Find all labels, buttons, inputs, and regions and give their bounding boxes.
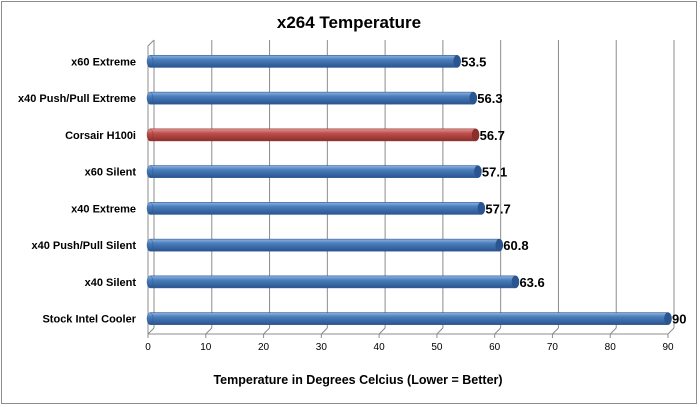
label-layer: 0 10 20 30 40 50 60 70 80 90 x60 Extreme 53.5 x40 Pu… xyxy=(18,54,686,353)
bar-end-cap xyxy=(471,128,480,142)
grid-layer xyxy=(147,39,675,338)
x-tick-label: 30 xyxy=(316,342,328,353)
bar-start-cap xyxy=(146,202,154,215)
bar-start-cap xyxy=(146,275,154,289)
bar-value-label: 60.8 xyxy=(503,238,528,253)
y-category-label: x40 Push/Pull Extreme xyxy=(18,93,136,105)
x-tick-label: 20 xyxy=(258,342,270,353)
bar-end-cap xyxy=(474,165,482,178)
y-category-label: x40 Silent xyxy=(85,277,137,289)
bar-start-cap xyxy=(146,312,154,325)
bar-value-label: 90 xyxy=(672,312,686,327)
gridline-foot xyxy=(263,327,270,335)
bar-end-cap xyxy=(453,55,461,68)
x-tick-label: 50 xyxy=(431,342,443,353)
bar xyxy=(149,128,476,142)
gridline-foot xyxy=(436,327,444,335)
bar xyxy=(149,165,479,178)
bar-end-cap xyxy=(511,275,520,289)
bar-start-cap xyxy=(146,55,154,68)
bar xyxy=(149,91,474,105)
y-category-label: x60 Silent xyxy=(85,167,137,179)
bar xyxy=(149,312,669,325)
bar xyxy=(149,202,482,215)
bar-end-cap xyxy=(664,312,672,325)
x-tick-label: 90 xyxy=(662,342,674,353)
bar-layer xyxy=(146,55,672,325)
bar xyxy=(149,275,516,289)
bar-start-cap xyxy=(146,165,154,178)
bar-start-cap xyxy=(146,238,154,252)
gridline-foot xyxy=(147,327,155,335)
y-category-label: Stock Intel Cooler xyxy=(42,314,136,326)
chart-title: x264 Temperature xyxy=(277,13,421,32)
bar-end-cap xyxy=(495,238,504,252)
x-tick-label: 10 xyxy=(200,342,212,353)
bar-value-label: 63.6 xyxy=(519,275,544,290)
bar-value-label: 53.5 xyxy=(461,54,486,69)
bar-start-cap xyxy=(146,128,154,142)
x-axis-title: Temperature in Degrees Celcius (Lower = … xyxy=(213,373,502,387)
x-tick-label: 70 xyxy=(547,342,559,353)
bar xyxy=(149,238,500,252)
x-tick-label: 0 xyxy=(145,342,151,353)
bar-value-label: 57.7 xyxy=(485,201,510,216)
gridline-foot xyxy=(552,327,559,335)
gridline-foot xyxy=(609,327,617,335)
y-category-label: Corsair H100i xyxy=(65,130,136,142)
gridline-foot xyxy=(205,327,213,335)
bar-end-cap xyxy=(469,91,478,105)
bar xyxy=(149,55,458,68)
x-tick-label: 80 xyxy=(605,342,617,353)
y-axis-line xyxy=(147,39,155,334)
bar-start-cap xyxy=(146,91,154,105)
gridline-foot xyxy=(494,327,502,335)
bar-value-label: 57.1 xyxy=(482,165,507,180)
y-category-label: x40 Push/Pull Silent xyxy=(31,240,136,252)
y-category-label: x60 Extreme xyxy=(71,56,136,68)
gridline-foot xyxy=(320,327,328,335)
x-tick-label: 40 xyxy=(374,342,386,353)
x-tick-label: 60 xyxy=(489,342,501,353)
bar-end-cap xyxy=(477,202,486,215)
bar-value-label: 56.7 xyxy=(480,128,505,143)
gridline-foot xyxy=(378,327,386,335)
y-category-label: x40 Extreme xyxy=(71,203,136,215)
gridline-foot xyxy=(667,327,675,335)
bar-value-label: 56.3 xyxy=(477,91,502,106)
